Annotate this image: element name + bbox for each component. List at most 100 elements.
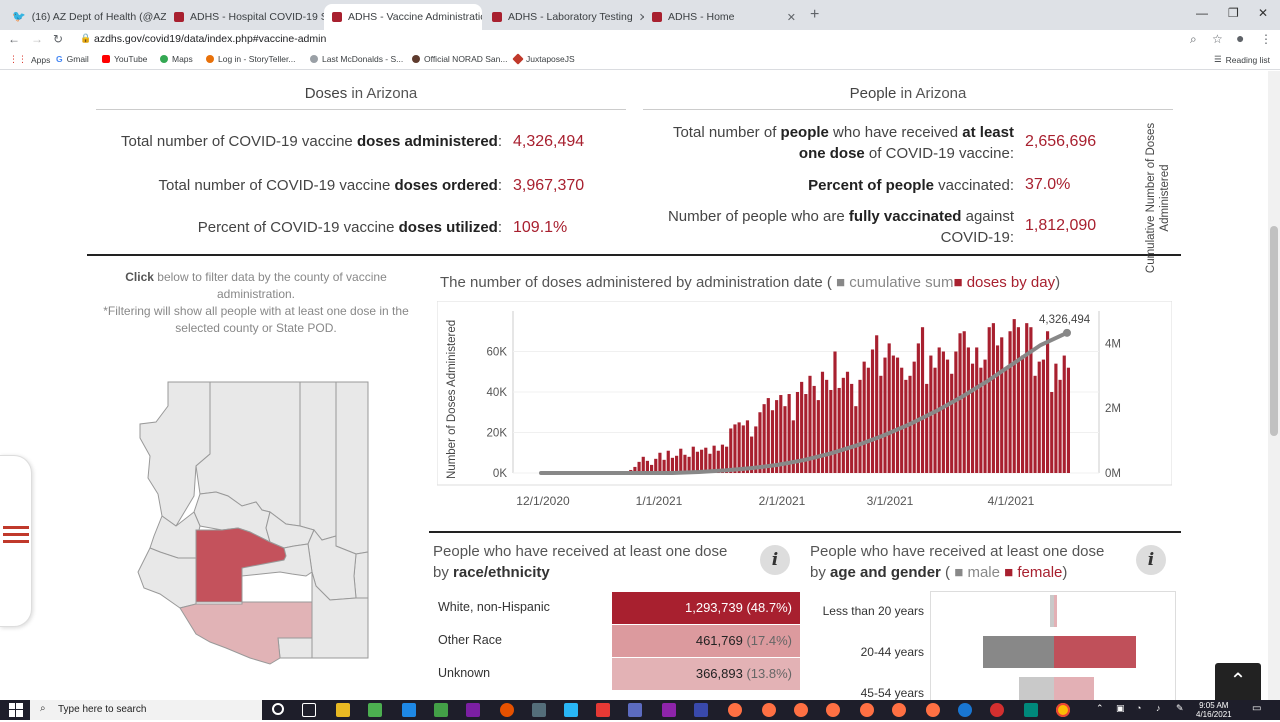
dose-bar [983,359,987,473]
restore-icon[interactable]: ❐ [1228,6,1239,20]
hamburger-menu-icon[interactable] [3,526,29,547]
dose-bar [912,361,916,473]
file-explorer-icon[interactable] [336,703,350,717]
race-row[interactable]: Other Race 461,769 (17.4%) [438,625,808,657]
menu-icon[interactable]: ⋮ [1260,32,1272,46]
county-navajo[interactable] [299,381,337,541]
app-icon[interactable] [860,703,874,717]
bookmark-apps[interactable]: ⋮⋮ Apps [9,54,51,65]
taskbar-clock[interactable]: 9:05 AM 4/16/2021 [1196,701,1232,719]
app-icon[interactable] [368,703,382,717]
info-icon[interactable]: i [1136,545,1166,575]
zoom-icon[interactable]: ⌕ [1190,32,1197,46]
forward-icon[interactable]: → [31,32,43,46]
reading-list-button[interactable]: ☰ Reading list [1214,54,1271,65]
task-view-icon[interactable] [302,703,316,717]
calculator-icon[interactable] [564,703,578,717]
doses-by-day-chart[interactable]: 0K 20K 40K 60K 0M 2M 4M 4,326,494 12/1/2020 1/1/2… [437,301,1172,516]
todo-icon[interactable] [596,703,610,717]
app-icon[interactable] [826,703,840,717]
dose-bar [808,375,812,473]
tray-app-icon[interactable]: ▣ [1116,703,1125,713]
url-field[interactable]: azdhs.gov/covid19/data/index.php#vaccine… [94,33,327,45]
bookmark-norad[interactable]: Official NORAD San... [412,54,507,64]
race-row[interactable]: Unknown 366,893 (13.8%) [438,658,808,690]
dose-bar [1020,355,1025,473]
close-icon[interactable]: ✕ [786,11,796,24]
dose-bar [812,385,816,473]
dell-icon[interactable] [402,703,416,717]
dose-bar [758,412,762,473]
pen-workspace-icon[interactable]: ✎ [1176,703,1184,713]
county-cochise[interactable] [311,571,369,659]
female-bar[interactable] [1054,636,1136,668]
tab-az-dept-health[interactable]: 🐦 (16) AZ Dept of Health (@AZDH ✕ [4,4,166,30]
close-window-icon[interactable]: ✕ [1258,6,1269,20]
minimize-icon[interactable]: — [1196,6,1208,20]
windows-start-icon[interactable] [9,703,23,717]
tab-hospital[interactable]: ADHS - Hospital COVID-19 Spec ✕ [166,4,324,30]
notification-icon[interactable]: ▭ [1252,703,1262,714]
close-icon[interactable]: ✕ [638,11,644,24]
county-pima[interactable] [179,601,313,665]
dose-bar [1004,367,1008,473]
lock-icon[interactable]: 🔒 [80,33,92,43]
cortana-icon[interactable] [272,703,284,715]
star-icon[interactable]: ☆ [1212,32,1223,46]
bookmark-maps[interactable]: Maps [160,54,193,64]
bookmark-youtube[interactable]: YouTube [102,54,147,64]
arizona-county-map[interactable] [130,376,380,666]
chrome-icon[interactable] [1056,703,1070,717]
page-scrollbar[interactable] [1268,71,1280,700]
app-icon[interactable] [728,703,742,717]
cumulative-value-label: 4,326,494 [1039,314,1091,326]
app-icon[interactable] [926,703,940,717]
male-bar[interactable] [1050,595,1054,627]
county-greenlee[interactable] [353,551,369,599]
dose-bar [987,327,991,473]
app-icon[interactable] [794,703,808,717]
app-icon[interactable] [762,703,776,717]
info-icon[interactable]: i [760,545,790,575]
app-icon[interactable] [1024,703,1038,717]
scroll-to-top-button[interactable]: ⌃ [1215,663,1261,700]
male-bar[interactable] [983,636,1054,668]
tab-laboratory-testing[interactable]: ADHS - Laboratory Testing ✕ [484,4,644,30]
back-icon[interactable]: ← [8,32,20,46]
race-value: 1,293,739 (48.7%) [685,600,792,615]
tab-vaccine-administration[interactable]: ADHS - Vaccine Administration ✕ [324,4,482,30]
scrollbar-thumb[interactable] [1270,226,1278,436]
3d-viewer-icon[interactable] [466,703,480,717]
y2-tick-label: 4M [1105,338,1121,350]
county-maricopa[interactable] [195,527,287,603]
app-icon[interactable] [990,703,1004,717]
county-apache[interactable] [335,381,369,555]
network-icon[interactable]: ◔ [1136,703,1142,713]
tray-chevron-icon[interactable]: ⌃ [1096,703,1104,713]
app-icon[interactable] [532,703,546,717]
profile-icon[interactable]: ● [1236,30,1245,46]
race-row[interactable]: White, non-Hispanic 1,293,739 (48.7%) [438,592,808,624]
bookmark-gmail[interactable]: G Gmail [56,54,89,64]
dose-bar [679,448,683,473]
dose-bar [887,343,891,473]
new-tab-icon[interactable]: + [810,6,820,23]
pen-icon[interactable] [694,703,708,717]
taskbar-search-input[interactable]: ⌕ Type here to search [30,700,262,720]
bookmark-storyteller[interactable]: Log in - StoryTeller... [206,54,295,64]
bookmark-mcdonalds[interactable]: Last McDonalds - S... [310,54,403,64]
edge-icon[interactable] [958,703,972,717]
bookmark-juxtaposejs[interactable]: JuxtaposeJS [512,53,575,65]
female-bar[interactable] [1054,595,1057,627]
county-santa-cruz[interactable] [277,637,313,659]
app-icon[interactable] [662,703,676,717]
basketball-icon[interactable] [500,703,514,717]
reload-icon[interactable]: ↻ [53,32,64,46]
m-app-icon[interactable] [628,703,642,717]
dose-bar [958,333,962,473]
app-icon[interactable] [892,703,906,717]
volume-icon[interactable]: ♪ [1156,703,1161,713]
tab-home[interactable]: ADHS - Home ✕ [644,4,804,30]
y2-axis-label: Cumulative Number of Doses Administered [1145,122,1171,274]
play-icon[interactable] [434,703,448,717]
